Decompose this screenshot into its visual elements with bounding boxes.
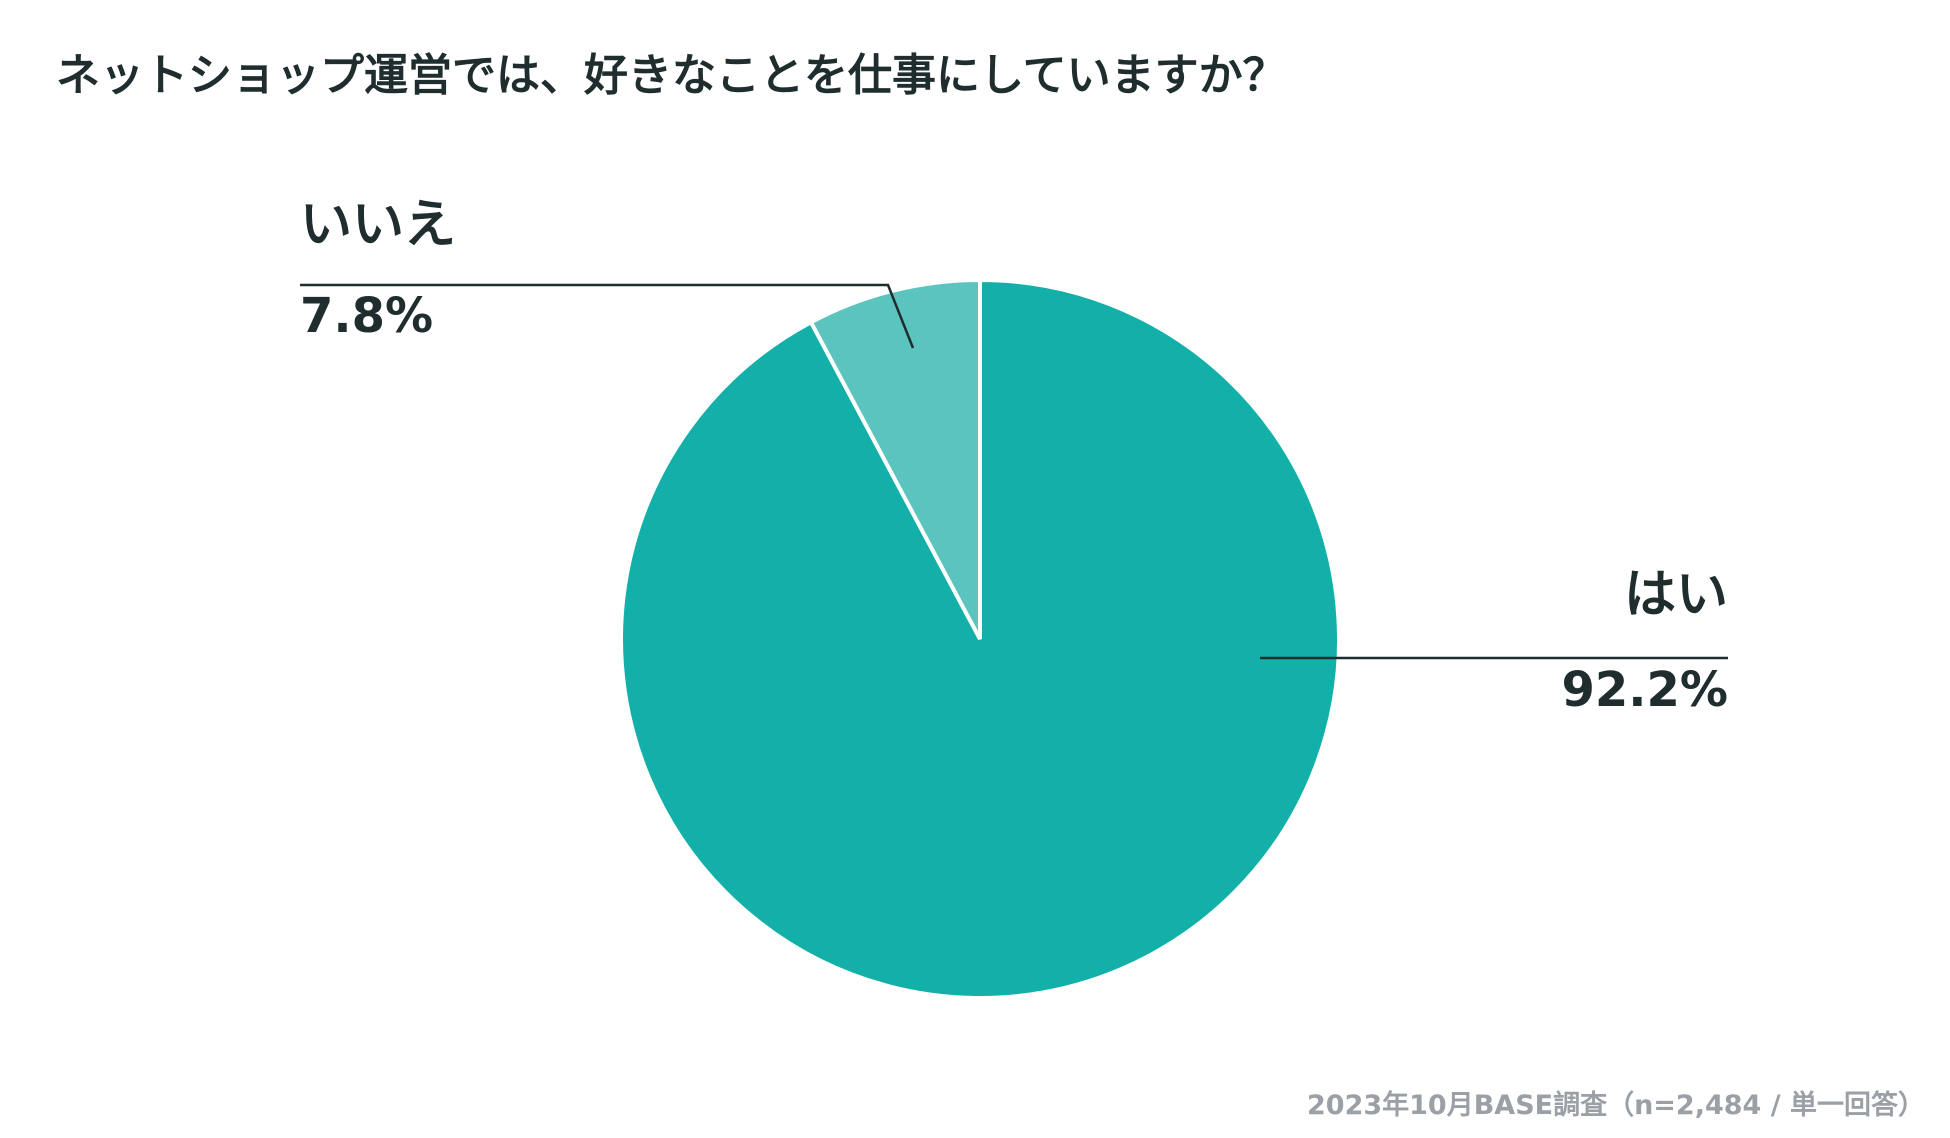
slice-label: いいえ [300,195,456,255]
leader-line [300,283,915,349]
value-label: 92.2% [1561,662,1728,718]
pie-slice [808,277,982,640]
footnote: 2023年10月BASE調査（n=2,484 / 単一回答） [1307,1089,1925,1121]
value-label: 7.8% [300,288,433,344]
chart-title: ネットショップ運営では、好きなことを仕事にしていますか？ [56,50,1287,101]
slice-label: はい [1624,565,1728,625]
